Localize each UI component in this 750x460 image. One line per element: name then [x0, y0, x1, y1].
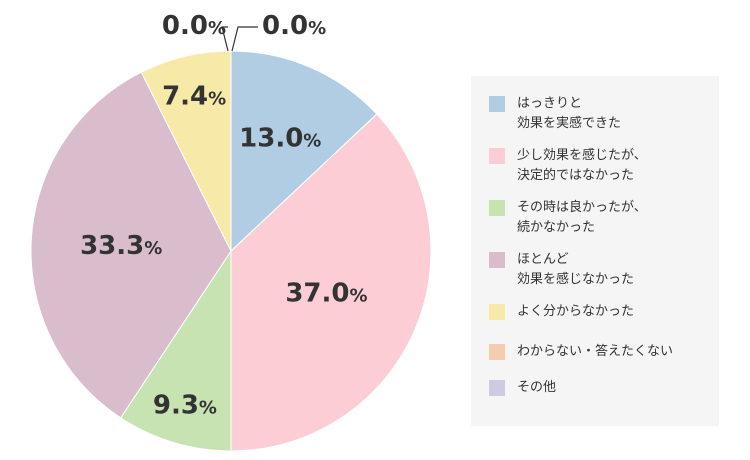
pie-slice	[119, 249, 232, 452]
legend-swatch	[489, 380, 505, 396]
legend-item: はっきりと 効果を実感できた	[489, 94, 621, 134]
legend-label: 少し効果を感じたが、 決定的ではなかった	[517, 148, 647, 183]
legend-swatch	[489, 96, 505, 112]
pie-slice	[30, 71, 232, 419]
pie-slice	[140, 50, 232, 252]
legend-label: その時は良かったが、 続かなかった	[517, 200, 647, 235]
legend-label: わからない・答えたくない	[517, 344, 674, 359]
callout-line	[231, 26, 258, 52]
legend-item: 少し効果を感じたが、 決定的ではなかった	[489, 146, 647, 186]
pie-slice	[230, 50, 378, 253]
legend-label: その他	[517, 380, 557, 395]
legend-swatch	[489, 304, 505, 320]
slice-label: 13.0%	[239, 124, 321, 154]
legend-item: わからない・答えたくない	[489, 342, 673, 362]
legend-item: その他	[489, 378, 556, 398]
legend-swatch	[489, 200, 505, 216]
legend-swatch	[489, 252, 505, 268]
legend-swatch	[489, 344, 505, 360]
slice-label: 7.4%	[162, 82, 226, 112]
pie-slice	[230, 113, 432, 452]
chart-legend: はっきりと 効果を実感できた 少し効果を感じたが、 決定的ではなかった その時は良か…	[471, 76, 719, 426]
slice-label: 0.0%	[162, 11, 226, 41]
slice-label: 37.0%	[285, 279, 367, 309]
legend-label: よく分からなかった	[517, 304, 635, 319]
legend-item: よく分からなかった	[489, 302, 634, 322]
legend-swatch	[489, 148, 505, 164]
callout-line	[221, 26, 229, 52]
legend-item: その時は良かったが、 続かなかった	[489, 198, 647, 238]
legend-item: ほとんど 効果を感じなかった	[489, 250, 634, 290]
slice-label: 33.3%	[80, 231, 162, 261]
legend-label: はっきりと 効果を実感できた	[517, 96, 622, 131]
slice-label: 9.3%	[153, 391, 217, 421]
legend-label: ほとんど 効果を感じなかった	[517, 252, 635, 287]
slice-label: 0.0%	[262, 11, 326, 41]
